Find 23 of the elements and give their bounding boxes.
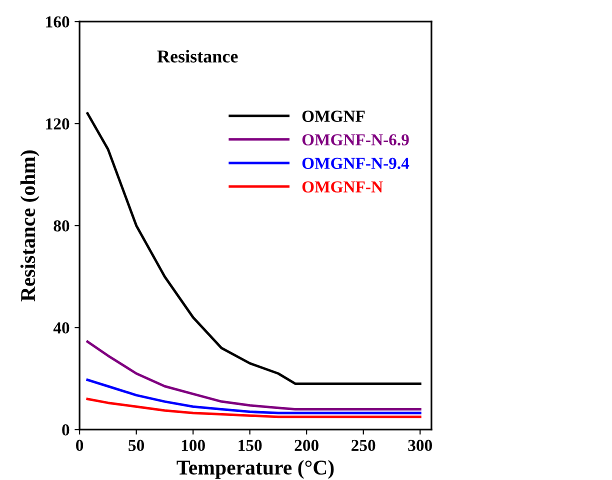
y-tick-label: 120 — [46, 118, 70, 130]
x-tick-label: 100 — [182, 440, 205, 452]
y-tick-label: 40 — [53, 322, 70, 334]
legend-label: OMGNF — [302, 110, 365, 122]
x-tick-label: 250 — [352, 440, 376, 452]
legend-label: OMGNF-N — [302, 181, 383, 193]
text: Resistance — [157, 50, 238, 63]
line-series — [86, 398, 422, 418]
x-axis-title: Temperature (°C) — [176, 460, 334, 479]
y-tick-label: 160 — [46, 16, 70, 28]
x-tick-label: 0 — [76, 440, 84, 452]
line-series — [86, 378, 422, 414]
legend-label: OMGNF-N-6.9 — [302, 134, 409, 146]
line-series — [86, 340, 422, 410]
legend-label: OMGNF-N-9.4 — [302, 158, 410, 170]
x-tick-label: 300 — [408, 440, 432, 452]
y-tick-label: 80 — [54, 220, 70, 232]
line-series — [86, 112, 422, 385]
x-tick-label: 50 — [128, 440, 144, 452]
x-tick-label: 200 — [294, 440, 318, 452]
y-axis-title: Resistance (ohm) — [20, 150, 40, 302]
x-tick-label: 150 — [238, 440, 262, 452]
y-tick-label: 0 — [62, 424, 70, 436]
